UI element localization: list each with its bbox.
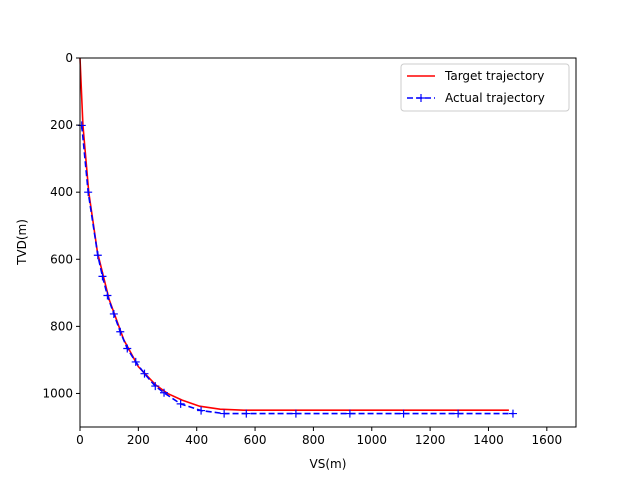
x-tick-label: 200 xyxy=(127,433,150,447)
data-point-marker xyxy=(151,382,160,391)
data-point-marker xyxy=(454,409,463,418)
data-point-marker xyxy=(197,406,206,415)
legend-label-target: Target trajectory xyxy=(444,69,544,83)
x-tick-label: 800 xyxy=(302,433,325,447)
x-axis: 0 200 400 600 800 1000 1200 1400 1600 xyxy=(76,427,562,447)
data-point-marker xyxy=(242,409,251,418)
y-axis-label: TVD(m) xyxy=(15,219,29,266)
legend-frame xyxy=(400,63,570,112)
data-point-marker xyxy=(123,344,132,353)
y-tick-label: 200 xyxy=(50,118,73,132)
data-point-marker xyxy=(131,357,140,366)
data-point-marker xyxy=(84,188,93,197)
data-point-marker xyxy=(98,272,107,281)
data-point-marker xyxy=(116,327,125,336)
x-tick-label: 1600 xyxy=(532,433,563,447)
y-tick-label: 600 xyxy=(50,252,73,266)
legend: Target trajectory Actual trajectory xyxy=(400,63,570,112)
data-point-marker xyxy=(220,409,229,418)
legend-marker-actual xyxy=(417,94,425,102)
data-point-marker xyxy=(291,409,300,418)
data-point-marker xyxy=(140,369,149,378)
x-tick-label: 600 xyxy=(244,433,267,447)
data-point-marker xyxy=(508,409,517,418)
y-tick-label: 1000 xyxy=(42,386,73,400)
x-axis-label: VS(m) xyxy=(310,457,347,471)
legend-label-actual: Actual trajectory xyxy=(445,91,545,105)
plot-area xyxy=(77,57,517,418)
data-point-marker xyxy=(345,409,354,418)
x-tick-label: 400 xyxy=(185,433,208,447)
data-point-marker xyxy=(103,291,112,300)
x-tick-label: 1200 xyxy=(415,433,446,447)
axes-frame xyxy=(79,57,577,428)
y-tick-label: 400 xyxy=(50,185,73,199)
data-point-marker xyxy=(93,251,102,260)
x-tick-label: 1400 xyxy=(473,433,504,447)
series-line-actual xyxy=(80,125,513,415)
y-tick-label: 800 xyxy=(50,319,73,333)
data-point-marker xyxy=(176,399,185,408)
y-tick-label: 0 xyxy=(65,51,73,65)
data-point-marker xyxy=(160,388,169,397)
x-tick-label: 0 xyxy=(76,433,84,447)
data-point-marker xyxy=(399,409,408,418)
y-axis: 0 200 400 600 800 1000 xyxy=(42,51,80,400)
data-point-marker xyxy=(109,309,118,318)
x-tick-label: 1000 xyxy=(356,433,387,447)
